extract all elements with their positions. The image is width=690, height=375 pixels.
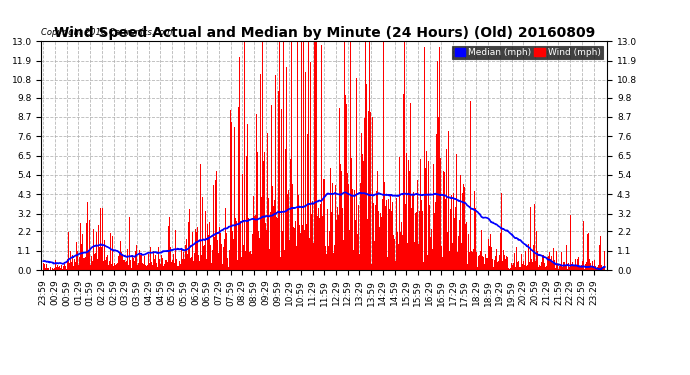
Title: Wind Speed Actual and Median by Minute (24 Hours) (Old) 20160809: Wind Speed Actual and Median by Minute (… xyxy=(54,26,595,40)
Text: Copyright 2016 Cartronics.com: Copyright 2016 Cartronics.com xyxy=(41,28,172,37)
Legend: Median (mph), Wind (mph): Median (mph), Wind (mph) xyxy=(453,46,602,59)
